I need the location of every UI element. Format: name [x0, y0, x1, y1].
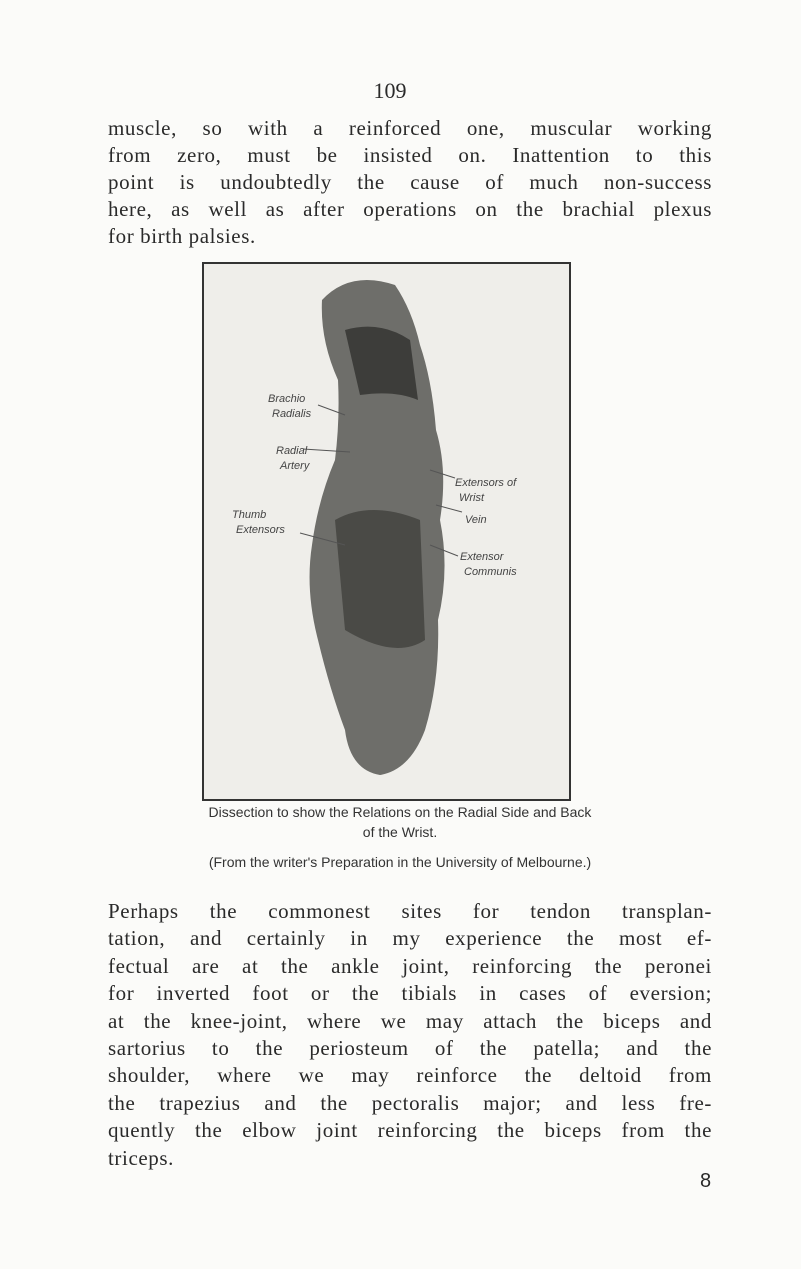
text-line: Perhaps the commonest sites for tendon t…	[108, 899, 712, 923]
caption: Dissection to show the Relations on the …	[208, 804, 592, 820]
signature-mark: 8	[700, 1170, 712, 1192]
figure-label: Artery	[280, 460, 310, 472]
page-number: 109	[373, 78, 407, 103]
figure-label: Vein	[465, 514, 487, 526]
text-line: for inverted foot or the tibials in case…	[108, 981, 712, 1006]
figure-label: Communis	[464, 566, 517, 578]
leader-lines	[299, 404, 463, 557]
text-line: shoulder, where we may reinforce the del…	[108, 1063, 712, 1088]
caption: of the Wrist.	[362, 824, 438, 840]
text-line: at the knee-joint, where we may attach t…	[108, 1008, 712, 1033]
figure-label: Wrist	[459, 492, 485, 504]
figure-label: Brachio	[268, 393, 306, 405]
figure-label: Radial	[276, 445, 308, 457]
text-line: the trapezius and the pectoralis major; …	[108, 1090, 712, 1115]
text-line: sartorius to the periosteum of the patel…	[108, 1036, 712, 1060]
text-line: tation, and certainly in my experience t…	[108, 926, 712, 951]
specimen-shade	[345, 326, 418, 400]
text-line: from zero, must be insisted on. Inattent…	[108, 143, 712, 167]
text-line: muscle, so with a reinforced one, muscul…	[108, 116, 712, 140]
figure-label: Extensors of	[455, 477, 517, 489]
text-line: fectual are at the ankle joint, reinforc…	[108, 953, 712, 978]
text-line: point is undoubtedly the cause of much n…	[108, 170, 712, 194]
figure-label: Extensor	[460, 551, 504, 563]
text-line: triceps.	[108, 1145, 175, 1170]
figure-source: (From the writer's Preparation in the Un…	[208, 854, 592, 870]
specimen-shade	[335, 510, 425, 648]
text-line: here, as well as after operations on the…	[108, 197, 712, 221]
figure-label: Radialis	[272, 408, 312, 420]
figure-label: Thumb	[232, 509, 267, 521]
text-line: for birth palsies.	[108, 224, 256, 248]
figure-label: Extensors	[236, 524, 285, 536]
text-line: quently the elbow joint reinforcing the …	[108, 1118, 712, 1143]
